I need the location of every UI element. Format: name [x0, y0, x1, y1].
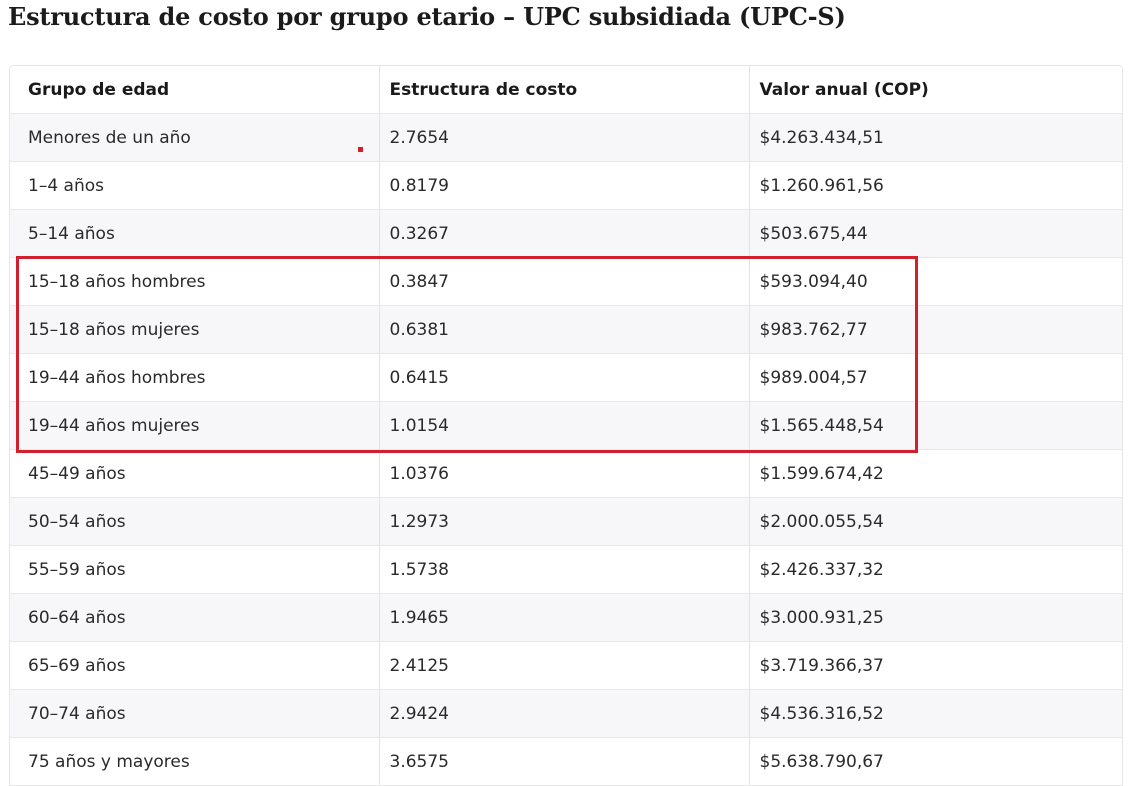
cell-age-group: 60–64 años: [10, 593, 380, 642]
table-row: 55–59 años 1.5738 $2.426.337,32: [10, 545, 1122, 594]
header-estructura-costo: Estructura de costo: [379, 66, 750, 114]
cell-cost-structure: 1.0376: [379, 449, 750, 498]
table-header-row: Grupo de edad Estructura de costo Valor …: [10, 66, 1122, 114]
cell-cost-structure: 2.9424: [379, 689, 750, 738]
red-marker-dot: [358, 147, 363, 152]
cell-age-group: 15–18 años mujeres: [10, 305, 380, 354]
table-row: 50–54 años 1.2973 $2.000.055,54: [10, 497, 1122, 546]
cell-age-group: 55–59 años: [10, 545, 380, 594]
table-row: 15–18 años hombres 0.3847 $593.094,40: [10, 257, 1122, 306]
cell-annual-value: $3.000.931,25: [749, 593, 1122, 642]
table-row: Menores de un año 2.7654 $4.263.434,51: [10, 113, 1122, 162]
cell-cost-structure: 1.9465: [379, 593, 750, 642]
header-valor-anual: Valor anual (COP): [749, 66, 1122, 114]
cell-annual-value: $5.638.790,67: [749, 737, 1122, 786]
table-row: 75 años y mayores 3.6575 $5.638.790,67: [10, 737, 1122, 786]
table-row: 15–18 años mujeres 0.6381 $983.762,77: [10, 305, 1122, 354]
cell-cost-structure: 0.3847: [379, 257, 750, 306]
table-row: 5–14 años 0.3267 $503.675,44: [10, 209, 1122, 258]
cell-cost-structure: 0.6415: [379, 353, 750, 402]
table-row: 65–69 años 2.4125 $3.719.366,37: [10, 641, 1122, 690]
cell-annual-value: $3.719.366,37: [749, 641, 1122, 690]
table-row: 60–64 años 1.9465 $3.000.931,25: [10, 593, 1122, 642]
cell-age-group: 15–18 años hombres: [10, 257, 380, 306]
cell-cost-structure: 0.8179: [379, 161, 750, 210]
cell-annual-value: $2.426.337,32: [749, 545, 1122, 594]
cost-structure-table: Grupo de edad Estructura de costo Valor …: [9, 65, 1123, 786]
cell-age-group: 45–49 años: [10, 449, 380, 498]
cell-annual-value: $1.599.674,42: [749, 449, 1122, 498]
header-grupo-edad: Grupo de edad: [10, 66, 380, 114]
cell-annual-value: $2.000.055,54: [749, 497, 1122, 546]
table-row: 1–4 años 0.8179 $1.260.961,56: [10, 161, 1122, 210]
table-row: 70–74 años 2.9424 $4.536.316,52: [10, 689, 1122, 738]
cell-age-group: 70–74 años: [10, 689, 380, 738]
cell-cost-structure: 0.6381: [379, 305, 750, 354]
cell-cost-structure: 2.7654: [379, 113, 750, 162]
cell-cost-structure: 1.5738: [379, 545, 750, 594]
cell-cost-structure: 1.0154: [379, 401, 750, 450]
cell-annual-value: $1.260.961,56: [749, 161, 1122, 210]
cell-age-group: 65–69 años: [10, 641, 380, 690]
cell-cost-structure: 0.3267: [379, 209, 750, 258]
cell-annual-value: $989.004,57: [749, 353, 1122, 402]
cell-annual-value: $4.263.434,51: [749, 113, 1122, 162]
table-row: 19–44 años hombres 0.6415 $989.004,57: [10, 353, 1122, 402]
cell-cost-structure: 2.4125: [379, 641, 750, 690]
table-row: 45–49 años 1.0376 $1.599.674,42: [10, 449, 1122, 498]
cell-age-group: 50–54 años: [10, 497, 380, 546]
page-title: Estructura de costo por grupo etario – U…: [8, 2, 846, 31]
cell-age-group: Menores de un año: [10, 113, 380, 162]
cell-age-group: 5–14 años: [10, 209, 380, 258]
cell-cost-structure: 3.6575: [379, 737, 750, 786]
cell-annual-value: $4.536.316,52: [749, 689, 1122, 738]
cell-annual-value: $503.675,44: [749, 209, 1122, 258]
cell-annual-value: $593.094,40: [749, 257, 1122, 306]
cell-age-group: 19–44 años hombres: [10, 353, 380, 402]
cell-age-group: 1–4 años: [10, 161, 380, 210]
table-row: 19–44 años mujeres 1.0154 $1.565.448,54: [10, 401, 1122, 450]
cell-cost-structure: 1.2973: [379, 497, 750, 546]
cell-age-group: 19–44 años mujeres: [10, 401, 380, 450]
cell-annual-value: $1.565.448,54: [749, 401, 1122, 450]
cell-age-group: 75 años y mayores: [10, 737, 380, 786]
cell-annual-value: $983.762,77: [749, 305, 1122, 354]
